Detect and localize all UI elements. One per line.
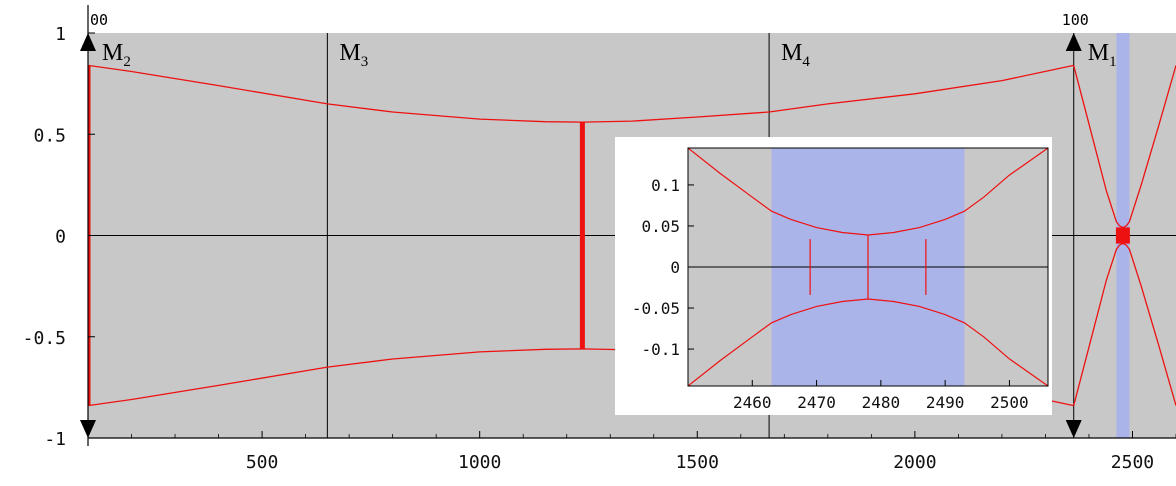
inset-x-tick-label-2470: 2470 bbox=[797, 393, 836, 412]
y-tick-label: 1 bbox=[55, 24, 66, 45]
corner-label-1: 100 bbox=[1062, 11, 1089, 29]
up-arrow-icon bbox=[80, 33, 96, 51]
x-tick-label-500: 500 bbox=[246, 452, 279, 473]
y-tick-label: 0.5 bbox=[33, 125, 66, 146]
mirror-label-subscript: 2 bbox=[123, 54, 131, 70]
inset-x-tick-label-2460: 2460 bbox=[733, 393, 772, 412]
inset-y-tick-label: -0.1 bbox=[641, 340, 680, 359]
inset-zoom-panel: 2460 2470 2480 2490 2500 0.1 0.05 0 -0.05 -0.1 bbox=[615, 137, 1052, 415]
x-tick-label-2000: 2000 bbox=[893, 452, 936, 473]
mirror-label-subscript: 4 bbox=[802, 54, 810, 70]
y-tick-label: -1 bbox=[44, 429, 66, 450]
x-tick-label-2500: 2500 bbox=[1111, 452, 1154, 473]
focus-marker bbox=[1115, 227, 1130, 244]
mirror-label-subscript: 3 bbox=[361, 54, 369, 70]
inset-x-tick-label-2490: 2490 bbox=[926, 393, 965, 412]
inset-x-tick-label-2500: 2500 bbox=[990, 393, 1029, 412]
inset-y-tick-label: 0.1 bbox=[651, 176, 680, 195]
x-tick-label-1500: 1500 bbox=[676, 452, 719, 473]
mirror-label-subscript: 1 bbox=[1109, 54, 1117, 70]
down-arrow-icon bbox=[1065, 420, 1082, 438]
inset-y-tick-label: 0.05 bbox=[641, 217, 680, 236]
inset-x-tick-label-2480: 2480 bbox=[862, 393, 901, 412]
inset-y-tick-label: -0.05 bbox=[632, 299, 680, 318]
y-tick-label: -0.5 bbox=[23, 328, 66, 349]
inset-y-tick-label: 0 bbox=[670, 258, 680, 277]
corner-label-0: 00 bbox=[90, 11, 108, 29]
down-arrow-icon bbox=[80, 420, 96, 438]
up-arrow-icon bbox=[1065, 33, 1082, 51]
y-tick-label: 0 bbox=[55, 227, 66, 248]
x-tick-label-1000: 1000 bbox=[458, 452, 501, 473]
